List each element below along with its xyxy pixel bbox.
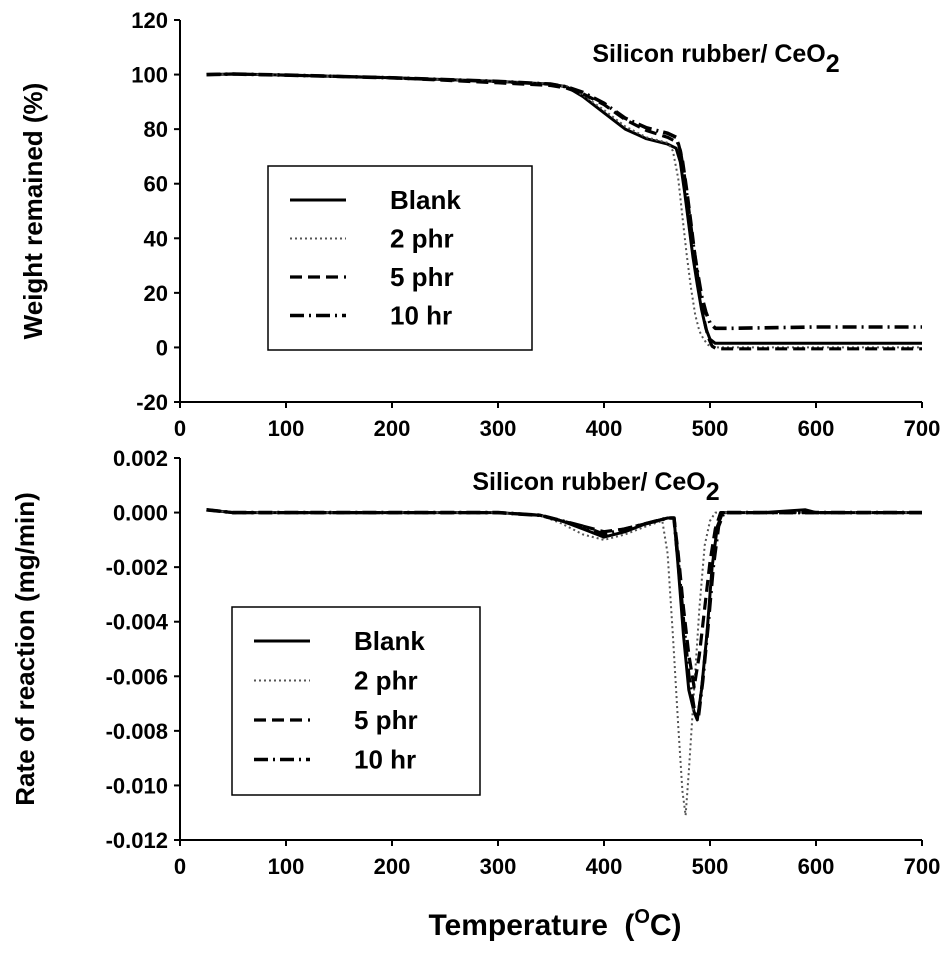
legend-label: 10 hr — [390, 301, 452, 331]
y-tick-label: 0 — [156, 335, 168, 360]
x-tick-label: 500 — [692, 854, 729, 879]
y-tick-label: -0.010 — [106, 773, 168, 798]
x-axis-title-degree: O — [634, 906, 650, 928]
y-tick-label: 60 — [144, 172, 168, 197]
y-tick-label: -20 — [136, 390, 168, 415]
y-tick-label: 20 — [144, 281, 168, 306]
y-tick-label: 80 — [144, 117, 168, 142]
legend: Blank 2 phr 5 phr 10 hr — [231, 606, 481, 796]
y-axis-title: Weight remained (%) — [18, 83, 48, 340]
x-tick-label: 600 — [798, 854, 835, 879]
series-line-10-hr — [206, 508, 922, 719]
panel-title-subscript: 2 — [706, 478, 720, 506]
panel-title: Silicon rubber/ CeO2 — [472, 468, 719, 506]
panel-title-text: Silicon rubber/ CeO — [592, 40, 825, 68]
series-lines — [206, 72, 922, 351]
panel-title-text: Silicon rubber/ CeO — [472, 468, 705, 496]
x-tick-label: 700 — [904, 854, 941, 879]
series-lines — [206, 508, 922, 817]
rate-panel: -0.012 -0.010 -0.008 -0.006 -0.004 -0.002 0.00… — [10, 446, 940, 879]
y-tick-label: 40 — [144, 226, 168, 251]
x-tick-label: 400 — [586, 416, 623, 441]
x-tick-label: 400 — [586, 854, 623, 879]
panel-title: Silicon rubber/ CeO2 — [592, 40, 839, 78]
x-tick-label: 100 — [268, 416, 305, 441]
x-axis-title: Temperature (OC) — [428, 906, 681, 942]
x-axis-title-unit: C) — [650, 909, 682, 942]
y-tick-label: 120 — [131, 8, 168, 33]
y-tick-label: 0.002 — [113, 446, 168, 471]
x-tick-label: 500 — [692, 416, 729, 441]
x-axis-title-text: Temperature — [428, 909, 608, 942]
y-tick-label: 100 — [131, 63, 168, 88]
legend-box — [267, 165, 533, 351]
panel-title-subscript: 2 — [826, 50, 840, 78]
y-tick-label: -0.006 — [106, 664, 168, 689]
legend-label: Blank — [354, 626, 425, 656]
legend-label: Blank — [390, 185, 461, 215]
x-tick-label: 300 — [480, 416, 517, 441]
legend-label: 10 hr — [354, 745, 416, 775]
legend: Blank 2 phr 5 phr 10 hr — [267, 165, 533, 351]
legend-label: 5 phr — [390, 262, 454, 292]
series-line-10-hr — [206, 72, 922, 331]
legend-label: 5 phr — [354, 705, 418, 735]
x-tick-label: 700 — [904, 416, 941, 441]
x-axis-title-open: ( — [624, 909, 634, 942]
y-tick-label: -0.002 — [106, 555, 168, 580]
y-tick-label: -0.004 — [106, 610, 169, 635]
x-tick-label: 0 — [174, 416, 186, 441]
legend-label: 2 phr — [390, 224, 454, 254]
y-tick-label: 0.000 — [113, 501, 168, 526]
y-tick-label: -0.012 — [106, 828, 168, 853]
x-tick-label: 600 — [798, 416, 835, 441]
x-tick-label: 100 — [268, 854, 305, 879]
legend-label: 2 phr — [354, 666, 418, 696]
x-tick-label: 200 — [374, 854, 411, 879]
y-tick-label: -0.008 — [106, 719, 168, 744]
x-tick-label: 200 — [374, 416, 411, 441]
y-axis-title: Rate of reaction (mg/min) — [10, 492, 40, 805]
x-tick-label: 0 — [174, 854, 186, 879]
legend-box — [231, 606, 481, 796]
x-tick-label: 300 — [480, 854, 517, 879]
